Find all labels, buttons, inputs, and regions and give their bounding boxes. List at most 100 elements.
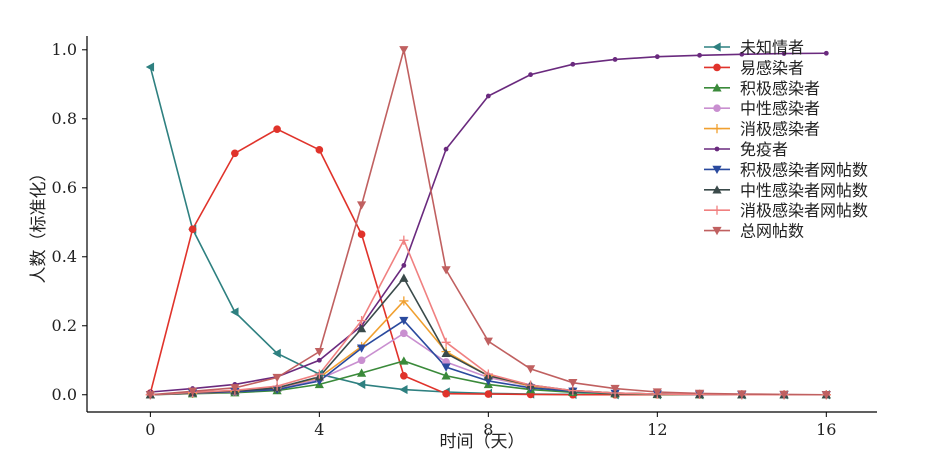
data-point-s0-6 — [399, 384, 408, 395]
data-point-s1-8 — [484, 390, 493, 398]
data-point-s2-6 — [399, 356, 409, 365]
legend-label-8: 消极感染者网帖数 — [740, 201, 868, 220]
data-point-s5-13 — [697, 52, 702, 58]
data-point-s5-8 — [485, 93, 491, 99]
legend-label-4: 消极感染者 — [740, 120, 820, 139]
data-point-s9-9 — [525, 365, 536, 374]
data-point-s9-2 — [230, 384, 240, 393]
data-point-s2-7 — [441, 371, 451, 380]
legend-swatch-marker-4 — [712, 124, 722, 134]
data-point-s8-3 — [272, 381, 282, 391]
x-tick-label: 4 — [314, 420, 324, 439]
data-point-s5-16 — [823, 50, 829, 56]
series-markers — [145, 46, 831, 400]
data-point-s9-12 — [652, 388, 662, 397]
data-point-s7-5 — [356, 323, 367, 333]
x-tick-label: 0 — [145, 420, 155, 439]
data-point-s0-5 — [356, 379, 366, 390]
data-point-s9-5 — [356, 201, 367, 210]
x-tick-label: 8 — [483, 420, 493, 439]
legend-label-5: 免疫者 — [740, 140, 788, 159]
data-point-s0-2 — [230, 307, 239, 317]
data-point-s9-14 — [737, 390, 747, 399]
y-tick-label: 0.4 — [52, 247, 77, 266]
data-point-s7-6 — [399, 273, 409, 282]
data-point-s0-0 — [145, 62, 155, 72]
data-point-s8-9 — [525, 380, 536, 390]
data-point-s1-1 — [188, 225, 197, 233]
legend-swatch-marker-0 — [712, 42, 721, 52]
data-point-s5-14 — [739, 51, 745, 57]
legend-label-0: 未知情者 — [740, 38, 804, 57]
y-tick-label: 0.2 — [52, 316, 77, 335]
data-point-s1-6 — [400, 371, 408, 380]
legend-swatch-marker-1 — [713, 63, 721, 72]
legend-swatch-marker-9 — [712, 226, 722, 236]
y-tick-label: 0.8 — [52, 109, 77, 128]
legend-label-9: 总网帖数 — [740, 222, 804, 241]
data-point-s8-8 — [483, 369, 493, 379]
legend-swatch-marker-3 — [713, 104, 721, 112]
data-point-s5-12 — [654, 54, 660, 60]
legend-swatch-marker-8 — [712, 205, 722, 215]
data-point-s9-6 — [399, 46, 409, 55]
axes: 0 4 8 12 16 0.0 0.2 0.4 0.6 0.8 1.0 时间（天） 人数（标准化） — [29, 36, 877, 452]
data-point-s9-8 — [483, 337, 493, 346]
data-point-s2-5 — [356, 368, 367, 377]
y-tick-label: 0.6 — [52, 178, 77, 197]
data-point-s8-6 — [399, 235, 409, 245]
data-point-s5-11 — [612, 57, 618, 62]
data-point-s1-7 — [442, 389, 450, 398]
data-point-s0-3 — [272, 348, 281, 358]
x-tick-label: 12 — [647, 420, 667, 439]
data-point-s9-10 — [568, 378, 578, 388]
data-point-s8-4 — [314, 369, 324, 379]
y-axis-title: 人数（标准化） — [29, 165, 49, 284]
x-axis-title: 时间（天） — [440, 432, 525, 452]
data-point-s6-5 — [356, 344, 367, 353]
data-point-s9-16 — [821, 391, 831, 400]
legend-label-1: 易感染者 — [740, 58, 804, 77]
legend-label-2: 积极感染者 — [740, 79, 820, 98]
data-point-s9-15 — [779, 390, 789, 400]
data-point-s9-13 — [694, 389, 705, 398]
legend-swatch-marker-5 — [714, 146, 720, 152]
data-point-s1-2 — [231, 149, 239, 158]
data-point-s4-6 — [399, 296, 409, 306]
x-tick-label: 16 — [816, 420, 836, 439]
data-point-s5-6 — [401, 262, 407, 268]
data-point-s9-7 — [441, 266, 451, 275]
y-tick-label: 1.0 — [52, 40, 77, 59]
data-point-s9-3 — [272, 373, 282, 383]
data-point-s3-6 — [400, 329, 408, 338]
data-point-s1-4 — [315, 146, 324, 154]
data-point-s1-5 — [357, 230, 366, 239]
data-point-s9-4 — [314, 347, 324, 357]
legend-swatch-marker-6 — [712, 165, 722, 174]
data-point-s9-1 — [188, 387, 198, 396]
data-point-s5-15 — [781, 51, 787, 56]
data-point-s5-4 — [316, 357, 322, 363]
data-point-s3-5 — [357, 356, 366, 365]
data-point-s7-7 — [441, 348, 451, 358]
data-point-s9-0 — [145, 391, 155, 400]
legend-label-7: 中性感染者网帖数 — [740, 181, 868, 200]
data-point-s6-6 — [399, 316, 409, 326]
legend-swatch-marker-7 — [712, 185, 722, 194]
y-tick-label: 0.0 — [52, 385, 77, 404]
data-point-s8-5 — [356, 315, 367, 326]
legend-swatch-marker-2 — [712, 83, 722, 92]
data-point-s9-11 — [610, 384, 620, 394]
data-point-s5-10 — [570, 61, 576, 67]
data-point-s6-7 — [441, 363, 451, 372]
legend-label-6: 积极感染者网帖数 — [740, 160, 868, 179]
data-point-s1-3 — [273, 125, 281, 133]
data-point-s5-7 — [443, 146, 449, 152]
legend-label-3: 中性感染者 — [740, 99, 820, 118]
legend: 未知情者易感染者积极感染者中性感染者消极感染者免疫者积极感染者网帖数中性感染者网… — [704, 38, 868, 241]
data-point-s8-7 — [441, 337, 451, 347]
data-point-s5-9 — [528, 72, 533, 78]
data-point-s8-10 — [568, 386, 578, 396]
